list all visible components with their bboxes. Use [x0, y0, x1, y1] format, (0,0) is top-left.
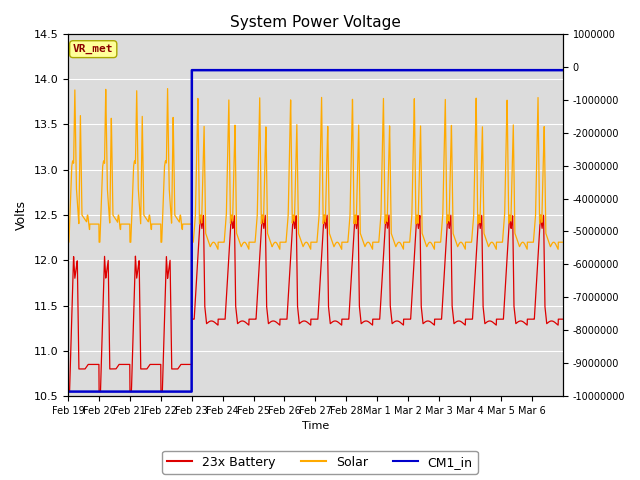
Title: System Power Voltage: System Power Voltage — [230, 15, 401, 30]
Legend: 23x Battery, Solar, CM1_in: 23x Battery, Solar, CM1_in — [163, 451, 477, 474]
X-axis label: Time: Time — [302, 421, 329, 432]
Text: VR_met: VR_met — [73, 44, 113, 54]
Y-axis label: Volts: Volts — [15, 200, 28, 230]
